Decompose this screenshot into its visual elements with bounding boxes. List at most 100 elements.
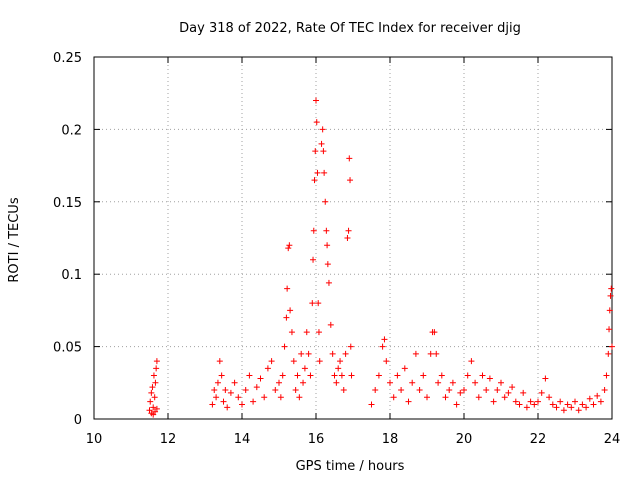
data-point	[549, 401, 556, 408]
data-point	[320, 148, 327, 155]
data-point	[412, 350, 419, 357]
data-point	[433, 350, 440, 357]
y-tick-label: 0.1	[61, 268, 82, 283]
data-point	[214, 379, 221, 386]
data-point	[390, 394, 397, 401]
data-points	[146, 97, 615, 418]
data-point	[523, 404, 530, 411]
data-point	[307, 372, 314, 379]
x-tick-label: 24	[604, 432, 621, 447]
data-point	[310, 256, 317, 263]
data-point	[261, 394, 268, 401]
data-point	[152, 379, 159, 386]
data-point	[324, 261, 331, 268]
x-tick-label: 10	[86, 432, 103, 447]
data-point	[603, 372, 610, 379]
data-point	[153, 405, 160, 412]
data-point	[222, 387, 229, 394]
data-point	[606, 307, 613, 314]
grid-lines	[94, 57, 612, 419]
data-point	[315, 300, 322, 307]
data-point	[286, 242, 293, 249]
data-point	[486, 375, 493, 382]
data-point	[586, 395, 593, 402]
data-point	[242, 387, 249, 394]
data-point	[147, 398, 154, 405]
data-point	[375, 372, 382, 379]
data-point	[464, 372, 471, 379]
data-point	[319, 126, 326, 133]
y-tick-label: 0.2	[61, 123, 82, 138]
data-point	[264, 365, 271, 372]
data-point	[420, 372, 427, 379]
data-point	[329, 350, 336, 357]
data-point	[321, 169, 328, 176]
data-point	[468, 358, 475, 365]
data-point	[344, 235, 351, 241]
data-point	[475, 394, 482, 401]
data-point	[605, 350, 612, 357]
data-point	[405, 398, 412, 405]
data-point	[342, 350, 349, 357]
x-tick-label: 12	[160, 432, 177, 447]
data-point	[218, 372, 225, 379]
data-point	[296, 394, 303, 401]
data-point	[281, 343, 288, 350]
data-point	[531, 401, 538, 408]
data-point	[583, 404, 590, 411]
data-point	[310, 227, 317, 234]
data-point	[257, 375, 264, 382]
data-point	[579, 401, 586, 408]
data-point	[213, 394, 220, 401]
data-point	[292, 387, 299, 394]
data-point	[372, 387, 379, 394]
data-point	[283, 314, 290, 321]
data-point	[553, 404, 560, 411]
data-point	[387, 379, 393, 386]
plot-frame	[93, 56, 613, 420]
data-point	[453, 401, 460, 408]
data-point	[316, 358, 323, 365]
data-point	[394, 372, 401, 379]
y-tick-labels: 0 0.05 0.1 0.15 0.2 0.25	[53, 51, 82, 428]
x-tick-labels: 10 12 14 16 18 20 22 24	[86, 432, 621, 447]
data-point	[590, 401, 597, 408]
data-point	[383, 358, 390, 365]
data-point	[314, 169, 321, 176]
chart-title: Day 318 of 2022, Rate Of TEC Index for r…	[179, 21, 521, 36]
data-point	[608, 285, 615, 292]
data-point	[333, 379, 340, 386]
y-axis-label: ROTI / TECUs	[7, 197, 22, 282]
data-point	[427, 350, 434, 357]
data-point	[512, 398, 519, 405]
data-point	[606, 326, 613, 333]
data-point	[148, 389, 155, 396]
x-tick-label: 20	[456, 432, 473, 447]
data-point	[457, 389, 464, 396]
y-tick-label: 0.05	[53, 341, 82, 356]
data-point	[398, 387, 405, 394]
data-point	[287, 307, 294, 314]
data-point	[298, 350, 305, 357]
data-point	[290, 358, 297, 365]
data-point	[246, 372, 253, 379]
data-point	[409, 379, 416, 386]
x-tick-label: 16	[308, 432, 325, 447]
data-point	[472, 379, 479, 386]
data-point	[483, 387, 490, 394]
data-point	[501, 394, 508, 401]
data-point	[505, 389, 512, 396]
data-point	[431, 329, 438, 336]
data-point	[490, 398, 497, 405]
data-point	[337, 358, 344, 365]
data-point	[311, 177, 318, 184]
data-point	[276, 379, 282, 386]
data-point	[315, 329, 322, 336]
data-point	[322, 198, 329, 205]
data-point	[253, 384, 260, 391]
data-point	[153, 358, 160, 365]
data-point	[313, 97, 319, 104]
data-point	[546, 394, 553, 401]
data-point	[345, 227, 352, 234]
data-point	[381, 336, 388, 343]
